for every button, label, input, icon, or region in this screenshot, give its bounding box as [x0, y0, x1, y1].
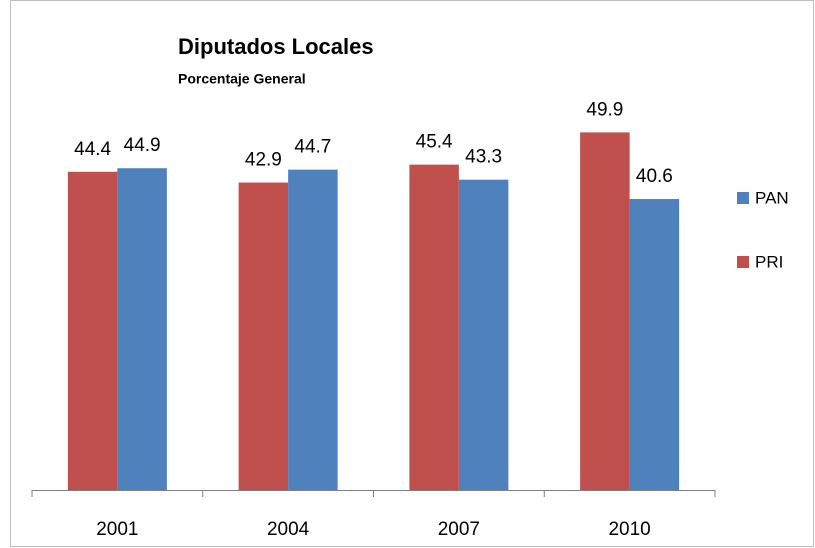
data-label: 49.9: [586, 99, 623, 120]
bar: [458, 179, 509, 490]
x-tick-label: 2010: [608, 519, 650, 540]
legend-swatch: [737, 192, 749, 204]
data-label: 44.9: [124, 135, 161, 156]
chart-title: Diputados Locales: [178, 34, 374, 59]
legend-label: PRI: [755, 252, 783, 271]
data-label: 43.3: [465, 147, 502, 168]
bar: [117, 168, 167, 490]
bar: [629, 199, 680, 491]
legend-label: PAN: [755, 188, 789, 207]
data-label: 44.7: [294, 137, 331, 158]
bar: [580, 132, 630, 490]
data-label: 42.9: [245, 150, 282, 171]
bar: [288, 169, 338, 490]
chart-subtitle: Porcentaje General: [178, 71, 306, 87]
data-label: 44.4: [74, 139, 111, 160]
bar: [238, 182, 289, 491]
x-tick-label: 2004: [267, 519, 310, 540]
bar: [67, 171, 118, 491]
x-tick-label: 2007: [438, 519, 480, 540]
data-label: 45.4: [416, 132, 453, 153]
legend-swatch: [737, 256, 749, 268]
data-label: 40.6: [636, 166, 673, 187]
x-tick-label: 2001: [96, 519, 138, 540]
bar: [409, 164, 459, 490]
